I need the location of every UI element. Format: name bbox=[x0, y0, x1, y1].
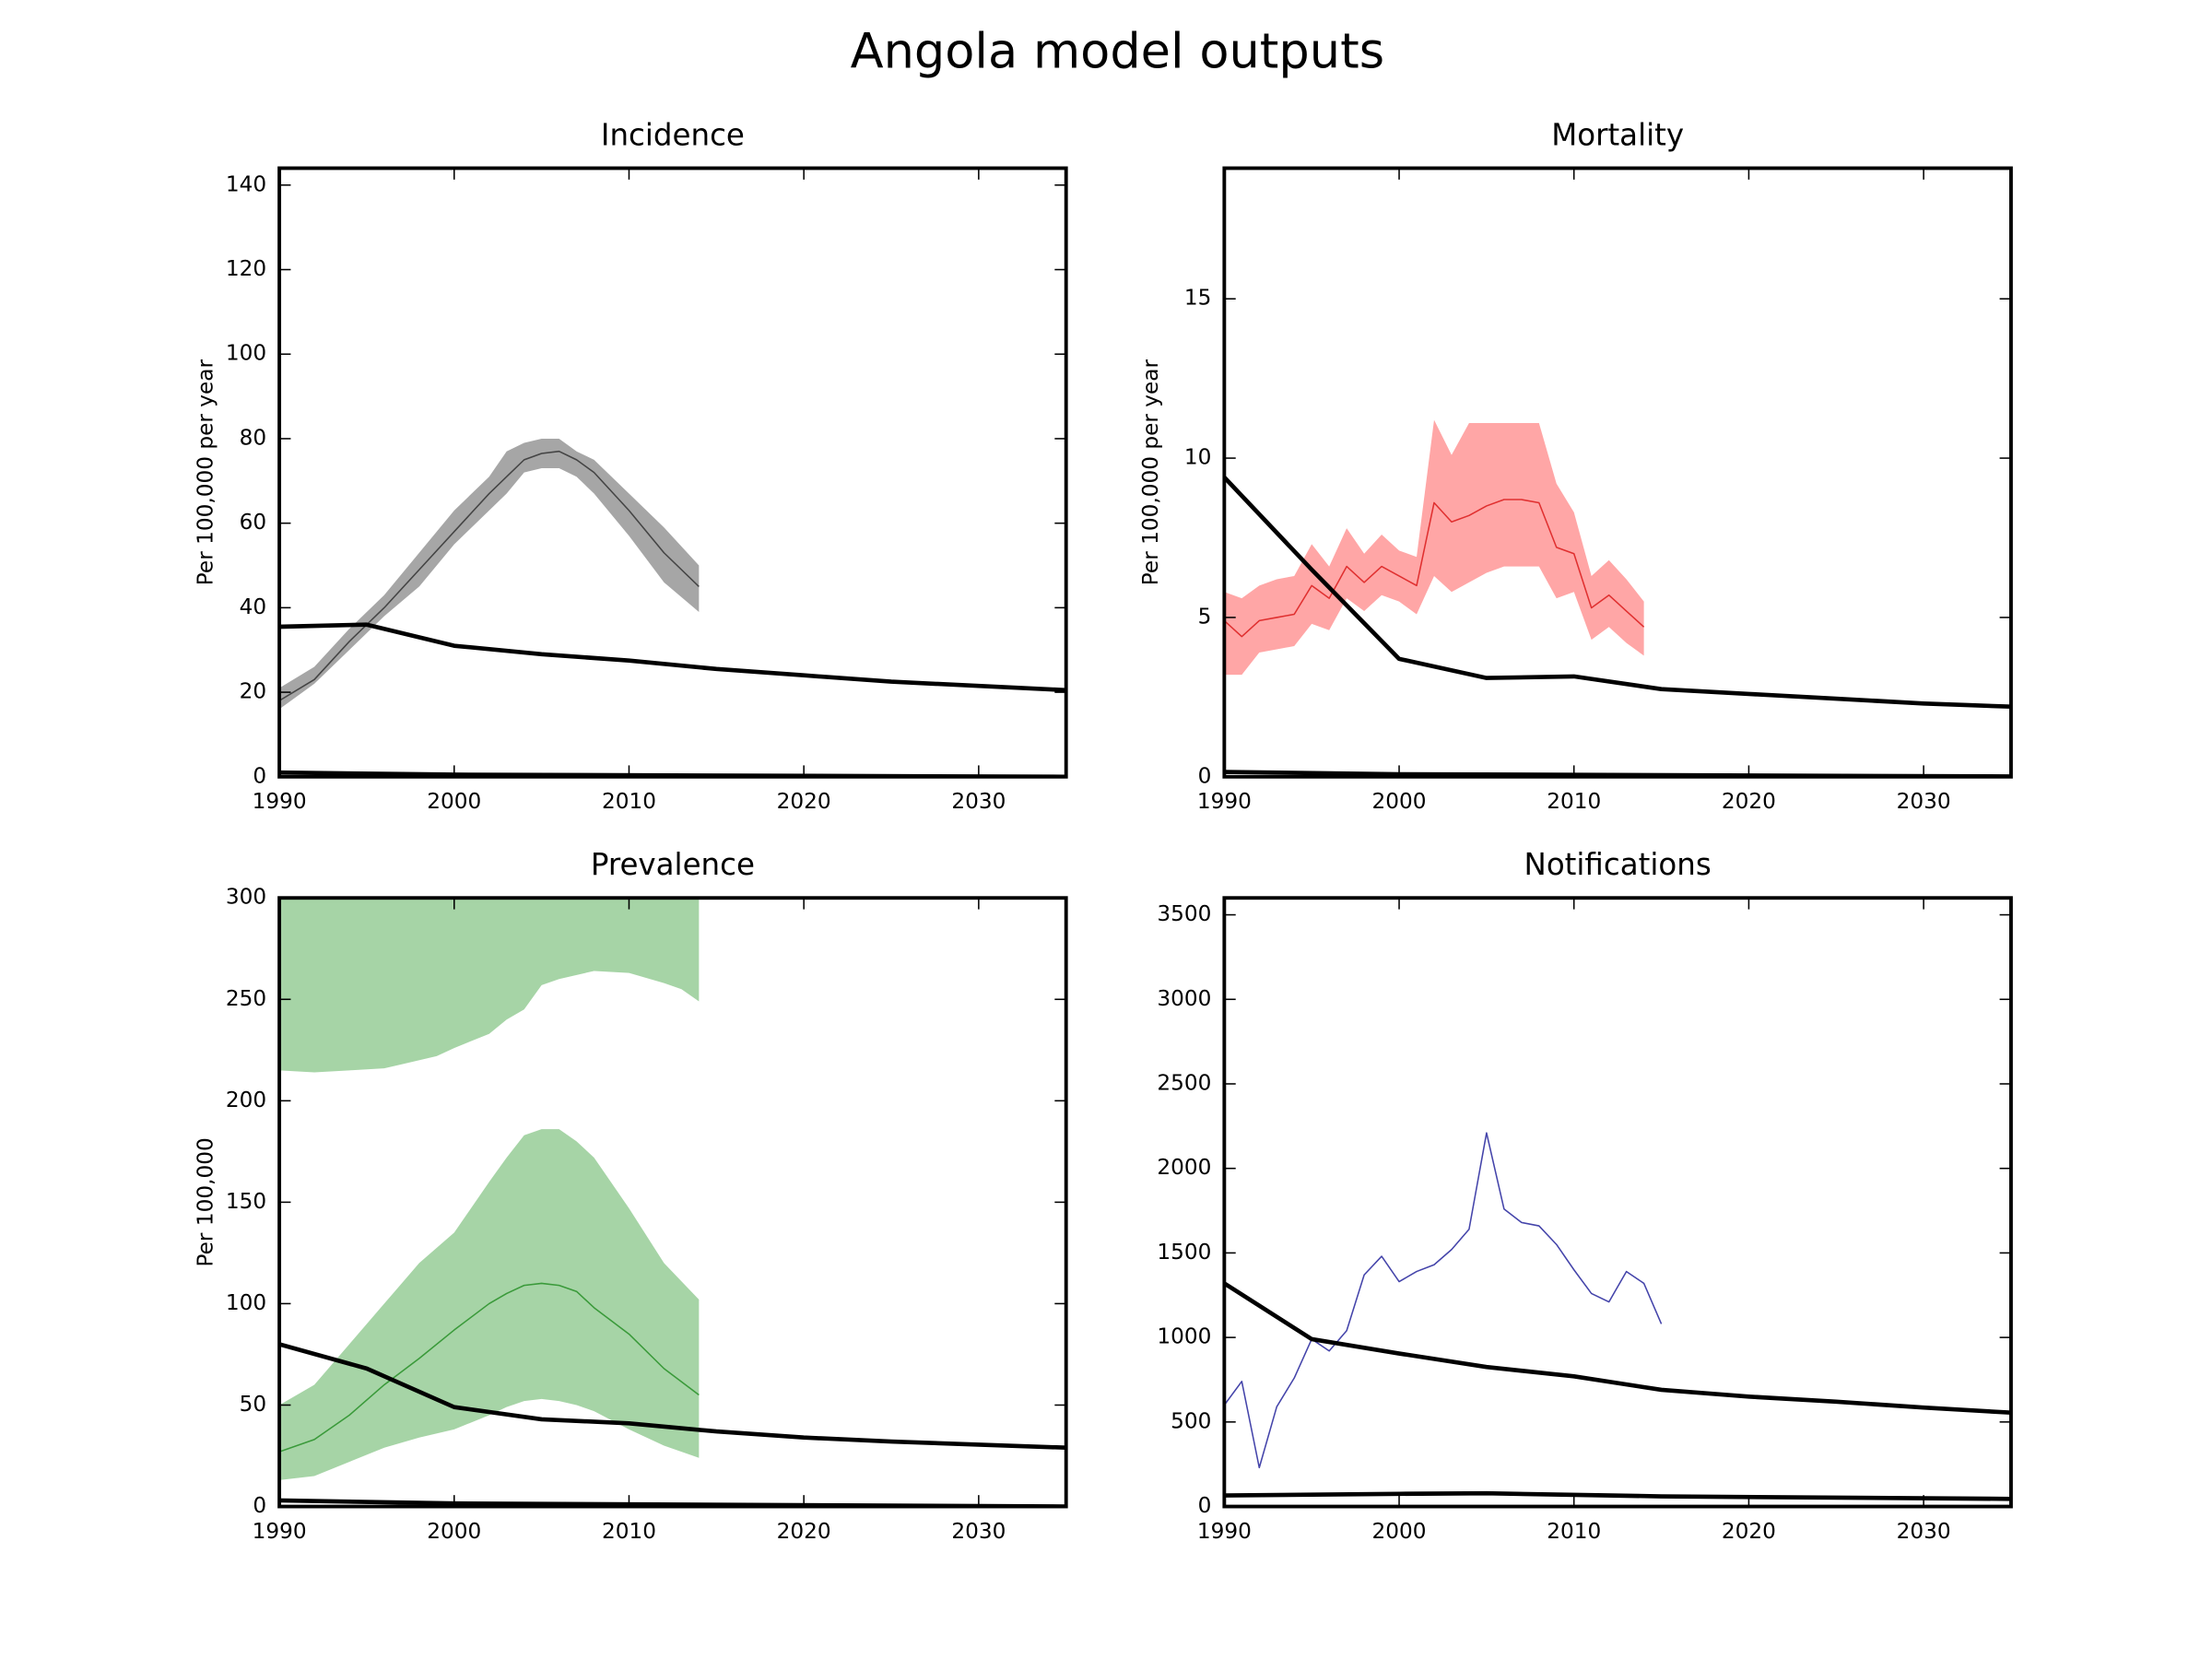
x-tick-label: 2010 bbox=[602, 789, 656, 814]
axes-frame bbox=[277, 896, 1068, 1509]
x-tick-label: 2010 bbox=[1547, 789, 1601, 814]
y-tick-label: 80 bbox=[240, 425, 267, 450]
subplot-title: Incidence bbox=[601, 117, 745, 152]
x-tick-label: 2030 bbox=[951, 789, 1006, 814]
line bbox=[1224, 1281, 2011, 1416]
x-tick-label: 2020 bbox=[1722, 789, 1776, 814]
x-tick-label: 2010 bbox=[1547, 1519, 1601, 1544]
subplot-title: Notifications bbox=[1524, 847, 1712, 882]
y-tick-label: 3500 bbox=[1157, 901, 1211, 926]
band bbox=[279, 438, 700, 710]
line bbox=[1224, 1490, 2011, 1501]
x-tick-label: 2020 bbox=[777, 789, 831, 814]
y-tick-label: 10 bbox=[1184, 445, 1212, 470]
subplot: Notifications 0 500 1000 1500 2000 2500 3000 350… bbox=[1157, 847, 2013, 1544]
y-tick-label: 50 bbox=[240, 1392, 267, 1417]
line bbox=[1224, 476, 2011, 710]
y-tick-label: 500 bbox=[1171, 1408, 1211, 1433]
y-tick-label: 0 bbox=[1198, 1493, 1212, 1518]
line bbox=[279, 1342, 1066, 1451]
plot-area bbox=[279, 898, 1066, 1507]
subplot-title: Prevalence bbox=[591, 847, 755, 882]
subplot: Incidence Per 100,000 per year 0 20 40 60 80 10… bbox=[194, 117, 1068, 814]
band bbox=[279, 898, 700, 1073]
y-tick-label: 300 bbox=[226, 885, 266, 910]
axes-frame bbox=[277, 166, 1068, 779]
x-tick-label: 2030 bbox=[1897, 789, 1951, 814]
line bbox=[279, 1282, 700, 1453]
y-tick-label: 250 bbox=[226, 986, 266, 1011]
x-tick-label: 2030 bbox=[951, 1519, 1006, 1544]
axes-frame bbox=[1222, 166, 2013, 779]
x-tick-label: 1990 bbox=[1197, 1519, 1252, 1544]
y-tick-label: 3000 bbox=[1157, 986, 1211, 1011]
y-tick-label: 1500 bbox=[1157, 1240, 1211, 1265]
y-tick-label: 0 bbox=[253, 1493, 266, 1518]
line bbox=[279, 622, 1066, 693]
x-tick-label: 2030 bbox=[1897, 1519, 1951, 1544]
y-tick-label: 200 bbox=[226, 1088, 266, 1112]
x-tick-label: 2020 bbox=[1722, 1519, 1776, 1544]
y-tick-label: 20 bbox=[240, 679, 267, 704]
y-tick-label: 100 bbox=[226, 1290, 266, 1315]
subplot-title: Mortality bbox=[1551, 117, 1684, 152]
y-tick-label: 100 bbox=[226, 341, 266, 366]
y-tick-label: 2500 bbox=[1157, 1070, 1211, 1095]
plot-area bbox=[1224, 1132, 2011, 1501]
subplot: Mortality Per 100,000 per year 0 5 10 15 1990 2… bbox=[1138, 117, 2013, 814]
y-axis-label: Per 100,000 bbox=[194, 1137, 218, 1266]
y-axis-label: Per 100,000 per year bbox=[194, 359, 218, 586]
x-tick-label: 1990 bbox=[253, 789, 307, 814]
band bbox=[279, 1129, 700, 1480]
axes-frame bbox=[1222, 896, 2013, 1509]
x-tick-label: 2000 bbox=[1372, 789, 1427, 814]
y-tick-label: 140 bbox=[226, 171, 266, 196]
y-tick-label: 5 bbox=[1198, 604, 1212, 629]
x-tick-label: 2020 bbox=[777, 1519, 831, 1544]
x-tick-label: 2000 bbox=[427, 1519, 481, 1544]
plot-area bbox=[1224, 419, 2011, 777]
y-tick-label: 60 bbox=[240, 510, 267, 535]
x-tick-label: 2010 bbox=[602, 1519, 656, 1544]
y-tick-label: 1000 bbox=[1157, 1324, 1211, 1349]
y-axis-label: Per 100,000 per year bbox=[1138, 359, 1163, 586]
y-tick-label: 40 bbox=[240, 594, 267, 619]
y-tick-label: 15 bbox=[1184, 286, 1212, 311]
y-tick-label: 120 bbox=[226, 256, 266, 281]
line bbox=[1224, 1132, 1663, 1469]
plot-area bbox=[279, 438, 1066, 777]
y-tick-label: 0 bbox=[253, 763, 266, 788]
band bbox=[1224, 419, 1644, 676]
line bbox=[1224, 499, 1645, 638]
x-tick-label: 2000 bbox=[1372, 1519, 1427, 1544]
y-tick-label: 0 bbox=[1198, 763, 1212, 788]
figure-title: Angola model outputs bbox=[851, 23, 1384, 79]
y-tick-label: 150 bbox=[226, 1189, 266, 1214]
x-tick-label: 1990 bbox=[253, 1519, 307, 1544]
x-tick-label: 2000 bbox=[427, 789, 481, 814]
x-tick-label: 1990 bbox=[1197, 789, 1252, 814]
y-tick-label: 2000 bbox=[1157, 1155, 1211, 1180]
subplot: Prevalence Per 100,000 0 50 100 150 200 250 300 1… bbox=[194, 847, 1068, 1544]
